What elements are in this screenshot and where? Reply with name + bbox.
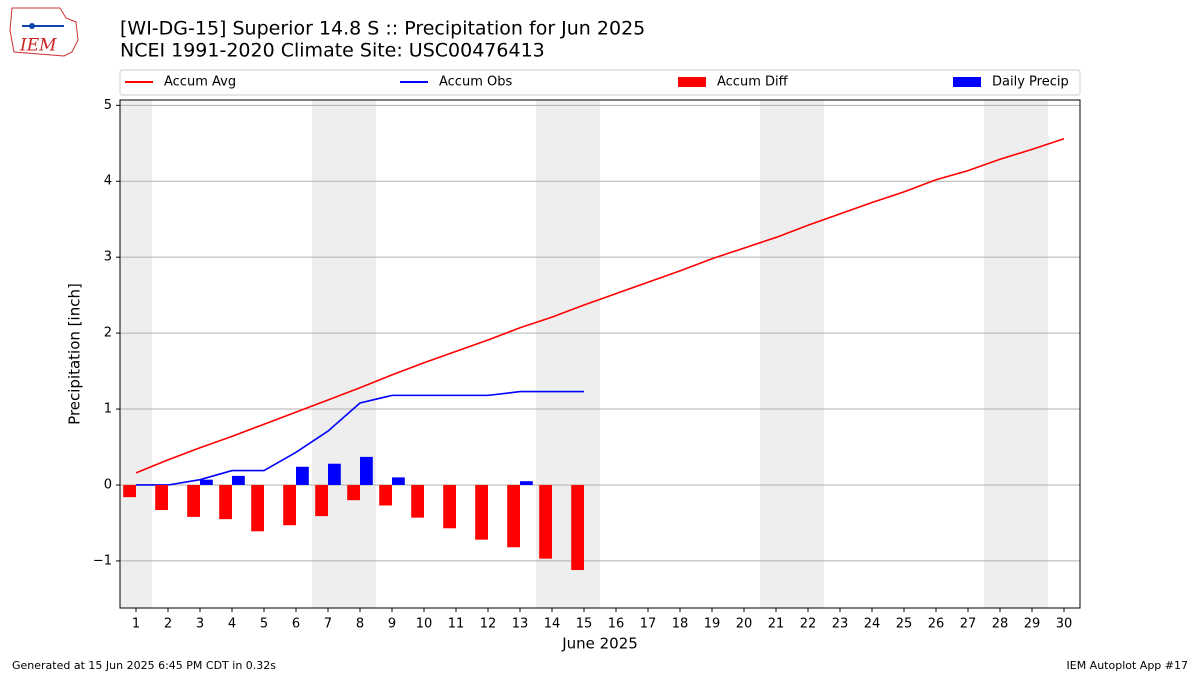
x-tick-label: 1 [132,617,140,632]
x-tick-label: 6 [292,617,300,632]
logo-text: IEM [19,36,57,56]
bar [251,484,264,532]
legend-label: Accum Avg [164,75,236,90]
bar [443,484,456,529]
legend-label: Accum Diff [717,75,789,90]
bar [200,479,213,485]
legend-swatch [953,77,981,87]
x-tick-label: 28 [992,617,1009,632]
bar [296,466,309,485]
y-tick-label: −1 [93,553,112,568]
x-tick-label: 11 [448,617,465,632]
y-tick-label: 4 [104,174,112,189]
x-tick-label: 24 [864,617,881,632]
footer-right: IEM Autoplot App #17 [1067,659,1189,672]
bar [155,484,168,511]
legend [119,69,1081,96]
bar [571,484,584,571]
x-tick-label: 19 [704,617,721,632]
x-tick-label: 3 [196,617,204,632]
bar [539,484,552,559]
x-tick-label: 10 [416,617,433,632]
x-tick-label: 23 [832,617,849,632]
x-tick-label: 5 [260,617,268,632]
weekend-shade [984,100,1048,608]
weekend-shade [760,100,824,608]
x-tick-label: 18 [672,617,689,632]
legend-label: Daily Precip [992,75,1069,90]
line [135,137,1065,474]
x-tick-label: 30 [1056,617,1073,632]
bar [392,477,405,485]
chart-subtitle: NCEI 1991-2020 Climate Site: USC00476413 [120,40,545,62]
bar [347,484,360,501]
x-tick-label: 14 [544,617,561,632]
y-tick-label: 5 [104,98,112,113]
bar [219,484,232,520]
bar [379,484,392,506]
x-tick-label: 13 [512,617,529,632]
line [136,390,584,486]
x-tick-label: 22 [800,617,817,632]
logo: IEM [9,7,79,57]
x-tick-label: 27 [960,617,977,632]
x-tick-label: 20 [736,617,753,632]
x-tick-label: 25 [896,617,913,632]
x-tick-label: 9 [388,617,396,632]
bar [475,484,488,540]
x-tick-label: 12 [480,617,497,632]
bar [520,481,533,485]
x-tick-label: 4 [228,617,236,632]
y-tick-label: 0 [104,477,112,492]
y-tick-label: 3 [104,250,112,265]
bar [283,484,296,526]
x-axis-label: June 2025 [561,635,638,653]
bar [360,456,373,485]
legend-swatch [678,77,706,87]
bar [328,463,341,485]
x-tick-label: 15 [576,617,593,632]
bar [507,484,520,548]
bar [187,484,200,517]
chart-title: [WI-DG-15] Superior 14.8 S :: Precipitat… [120,18,645,40]
legend-label: Accum Obs [439,75,512,90]
x-tick-label: 21 [768,617,785,632]
y-axis-label: Precipitation [inch] [66,283,84,425]
x-tick-label: 8 [356,617,364,632]
plot-frame [119,99,1081,609]
weekend-shade [312,100,376,608]
y-tick-label: 2 [104,326,112,341]
bar [315,484,328,517]
x-tick-label: 16 [608,617,625,632]
x-tick-label: 26 [928,617,945,632]
x-tick-label: 2 [164,617,172,632]
x-tick-label: 7 [324,617,332,632]
x-tick-label: 29 [1024,617,1041,632]
bar [123,484,136,498]
y-tick-label: 1 [104,402,112,417]
x-tick-label: 17 [640,617,657,632]
bar [411,484,424,518]
bar [232,475,245,485]
weekend-shade [120,100,152,608]
footer-left: Generated at 15 Jun 2025 6:45 PM CDT in … [12,659,276,672]
